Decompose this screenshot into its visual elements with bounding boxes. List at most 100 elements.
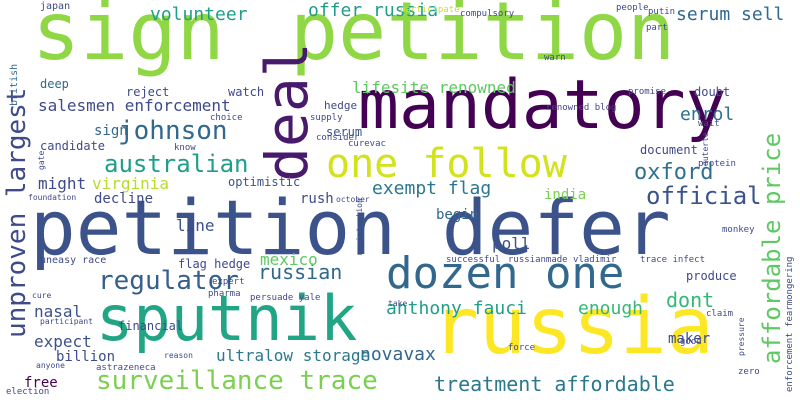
- word-russian: russian: [258, 260, 343, 284]
- word-pressure: pressure: [737, 317, 746, 356]
- word-affordable-price: affordable price: [758, 132, 786, 364]
- word-sign-small: sign: [94, 123, 128, 139]
- word-surveillance-trace: surveillance trace: [96, 366, 378, 396]
- word-gate: gate: [37, 150, 46, 170]
- word-document: document: [640, 143, 698, 157]
- word-dozen-one: dozen one: [386, 248, 625, 299]
- word-part: part: [646, 23, 668, 33]
- word-deep: deep: [40, 77, 69, 91]
- word-maker: maker: [668, 331, 711, 347]
- word-virginia: virginia: [92, 174, 170, 193]
- word-putin: putin: [648, 7, 676, 17]
- word-unproven-largest: unproven largest: [2, 87, 32, 338]
- word-might: might: [38, 174, 87, 193]
- word-claim: claim: [706, 309, 734, 319]
- word-october: october: [336, 195, 370, 204]
- word-supply: supply: [310, 113, 343, 123]
- word-protein: protein: [698, 159, 736, 169]
- word-british: british: [9, 63, 20, 106]
- word-poll: poll: [492, 234, 531, 253]
- word-financial: financial: [118, 319, 184, 333]
- word-decline: decline: [94, 191, 154, 207]
- word-participate: participate: [400, 5, 460, 15]
- word-lifesite-renowned: lifesite renowned: [352, 78, 516, 97]
- word-hedge: hedge: [324, 99, 358, 112]
- word-wait: wait: [698, 119, 720, 129]
- word-petition: petition: [290, 0, 676, 78]
- word-regulator: regulator: [98, 266, 239, 296]
- word-compulsory: compulsory: [460, 9, 515, 19]
- word-offer-russia: offer russia: [308, 0, 439, 21]
- word-volunteer: volunteer: [150, 4, 248, 25]
- word-registration: registration: [355, 198, 364, 256]
- word-japan: japan: [40, 1, 71, 12]
- word-anyone: anyone: [36, 361, 65, 370]
- word-uneasy-race: uneasy race: [40, 255, 107, 266]
- word-one-follow: one follow: [326, 141, 567, 187]
- word-line: line: [176, 216, 215, 235]
- word-astrazeneca: astrazeneca: [96, 363, 156, 373]
- word-serum: serum: [326, 125, 363, 139]
- word-expert: expert: [212, 277, 245, 287]
- word-consider: consider: [316, 133, 360, 143]
- word-watch: watch: [228, 85, 265, 99]
- word-renowned-blog: renowned blog: [546, 103, 617, 113]
- word-dont: dont: [666, 288, 715, 312]
- word-cure: cure: [32, 291, 52, 300]
- word-people: people: [616, 3, 649, 13]
- word-anthony-fauci: anthony fauci: [386, 298, 527, 319]
- word-persuade-yale: persuade yale: [250, 293, 321, 303]
- word-participant: participant: [40, 317, 93, 326]
- word-ultralow-storage: ultralow storage: [216, 346, 371, 365]
- word-candidate: candidate: [40, 139, 106, 153]
- word-zero: zero: [738, 367, 760, 377]
- word-treatment-affordable: treatment affordable: [434, 372, 675, 396]
- word-enforcement-fearmongering: enforcement fearmongering: [785, 256, 795, 392]
- word-petition-defer: petition defer: [30, 183, 671, 272]
- word-expect: expect: [34, 332, 92, 351]
- word-reason: reason: [164, 351, 193, 360]
- word-election: election: [6, 387, 50, 397]
- word-nasal: nasal: [34, 302, 83, 321]
- word-flag-hedge: flag hedge: [178, 257, 251, 271]
- word-doubt: doubt: [694, 85, 731, 99]
- word-promise: promise: [628, 87, 666, 97]
- word-russianmade-vladimir: russianmade vladimir: [508, 255, 617, 265]
- word-free: free: [24, 375, 58, 391]
- word-salesmen-enforcement: salesmen enforcement: [38, 96, 231, 115]
- word-russia: russia: [432, 282, 714, 372]
- word-take: take: [388, 299, 408, 308]
- word-monkey: monkey: [722, 225, 755, 235]
- word-india: india: [544, 187, 587, 203]
- word-johnson: johnson: [118, 116, 228, 146]
- word-mexico: mexico: [260, 250, 318, 269]
- word-choice: choice: [210, 113, 243, 123]
- word-billion: billion: [56, 349, 116, 365]
- word-sputnik: sputnik: [96, 282, 358, 355]
- word-foundation: foundation: [28, 193, 77, 202]
- word-rush: rush: [300, 191, 334, 207]
- word-reject: reject: [126, 85, 170, 99]
- word-know: know: [174, 143, 196, 153]
- word-curevac: curevac: [348, 139, 386, 149]
- word-serum-sell: serum sell: [676, 4, 785, 25]
- word-begin: begin: [436, 207, 479, 223]
- word-mandatory: mandatory: [358, 66, 727, 145]
- word-oxford: oxford: [634, 160, 714, 185]
- word-duterte: duterte: [701, 132, 710, 166]
- word-optimistic: optimistic: [228, 175, 301, 189]
- word-novavax: novavax: [360, 344, 436, 365]
- word-warn: warn: [544, 53, 566, 63]
- word-good: good: [680, 337, 702, 347]
- word-produce: produce: [686, 269, 737, 283]
- word-enough: enough: [578, 298, 644, 319]
- word-exempt-flag: exempt flag: [372, 178, 492, 199]
- word-enrol: enrol: [680, 104, 735, 125]
- word-sign: sign: [32, 0, 225, 78]
- word-trace-infect: trace infect: [640, 255, 706, 265]
- word-force: force: [508, 343, 536, 353]
- word-deal: deal: [253, 42, 321, 182]
- word-official: official: [646, 182, 762, 210]
- word-successful: successful: [446, 255, 501, 265]
